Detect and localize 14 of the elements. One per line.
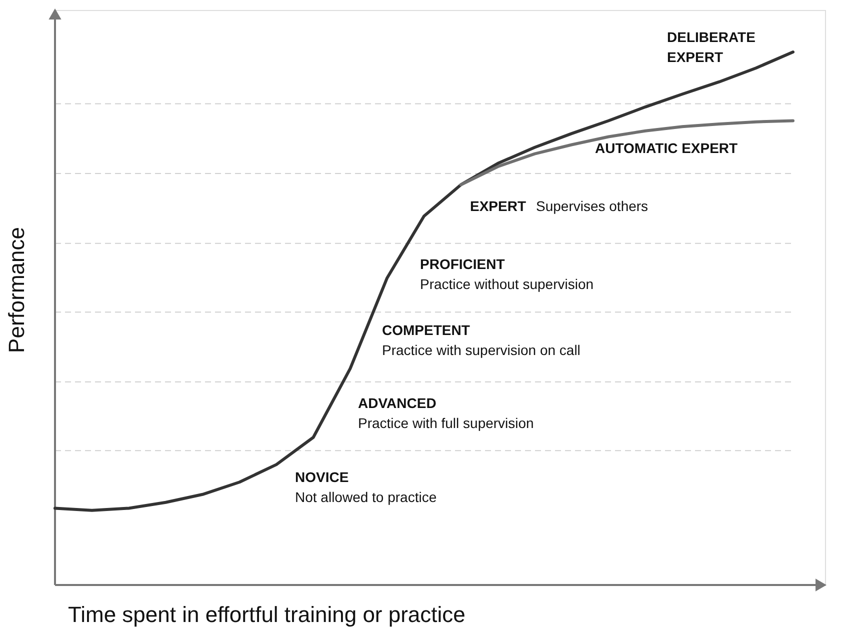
annotation: Practice without supervision	[420, 276, 594, 292]
annotation: PROFICIENT	[420, 256, 506, 272]
series-label: DELIBERATE EXPERT	[667, 29, 756, 65]
x-axis-title: Time spent in effortful training or practice	[68, 602, 466, 627]
annotation: Practice with full supervision	[358, 415, 534, 431]
annotation: Not allowed to practice	[295, 489, 437, 505]
annotation: ADVANCED	[358, 395, 436, 411]
annotation: COMPETENT	[382, 322, 470, 338]
annotation: Supervises others	[536, 198, 648, 214]
series-label: AUTOMATIC EXPERT	[595, 140, 738, 156]
annotation: Practice with supervision on call	[382, 342, 580, 358]
annotation: EXPERT	[470, 198, 526, 214]
y-axis-title: Performance	[4, 227, 29, 353]
annotation: NOVICE	[295, 469, 349, 485]
